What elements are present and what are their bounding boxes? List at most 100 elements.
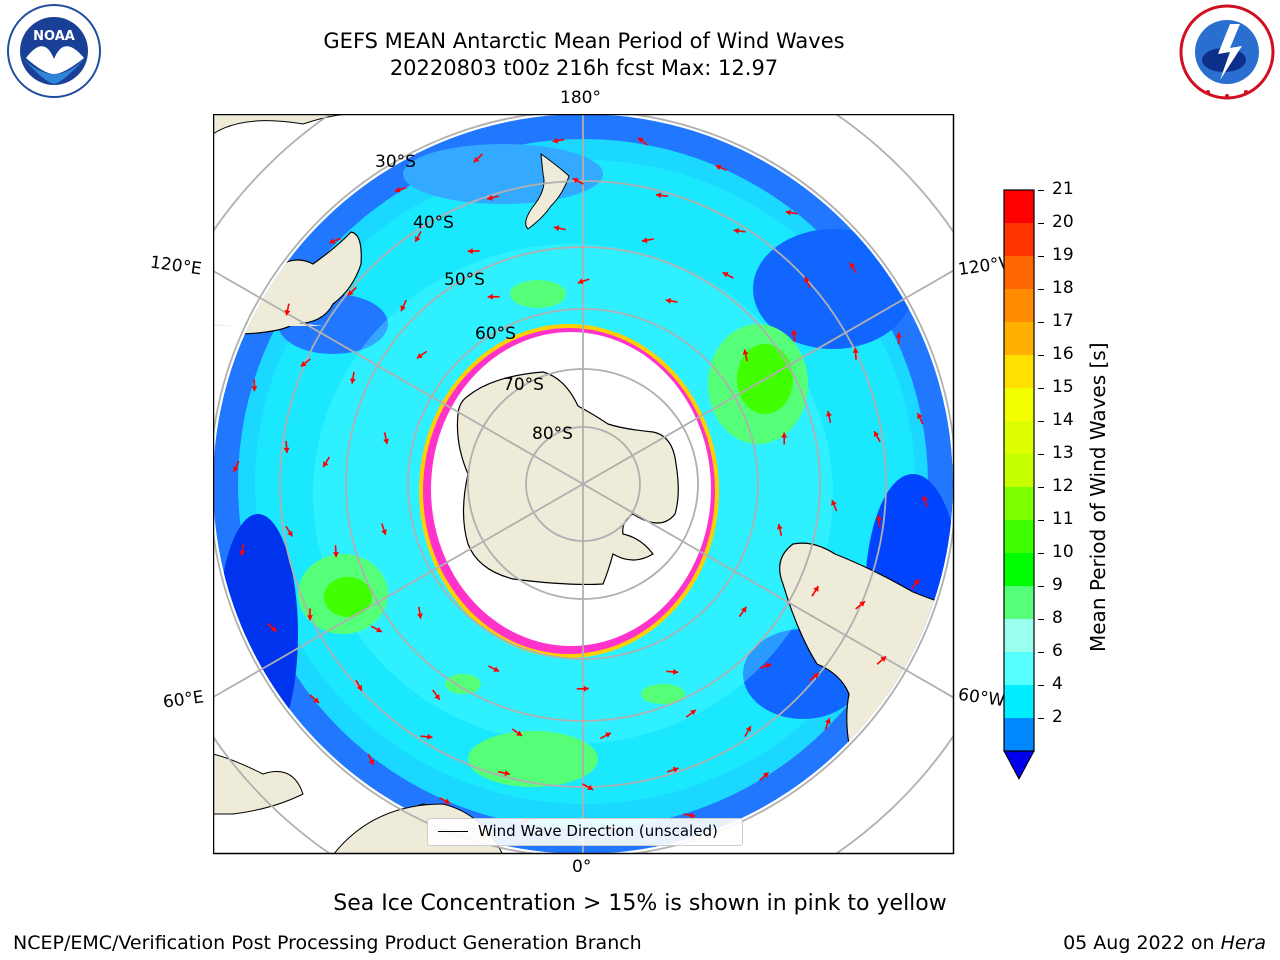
wave-direction-arrowhead (329, 238, 336, 244)
colorbar-band (1004, 388, 1034, 422)
wave-direction-arrowhead (504, 770, 510, 777)
wave-direction-arrowhead (813, 586, 819, 592)
chart-title: GEFS MEAN Antarctic Mean Period of Wind … (323, 29, 845, 53)
colorbar-band (1004, 520, 1034, 554)
lat-label-70s: 70°S (503, 375, 544, 395)
chart-subtitle: 20220803 t00z 216h fcst Max: 12.97 (389, 56, 779, 80)
colorbar-band (1004, 190, 1034, 224)
wave-direction-arrowhead (516, 730, 523, 736)
wave-direction-arrowhead (251, 386, 258, 392)
colorbar-tick-mark (1038, 288, 1044, 290)
noaa-logo-icon: NOAA (7, 4, 101, 98)
wave-direction-arrowhead (287, 530, 293, 537)
colorbar-tick-mark (1038, 189, 1044, 191)
wave-direction-arrowhead (715, 164, 722, 171)
colorbar-band (1004, 256, 1034, 290)
lon-label-120e: 120°E (148, 252, 203, 280)
wave-direction-arrowhead (880, 656, 887, 662)
colorbar-band (1004, 322, 1034, 356)
wave-direction-arrowhead (376, 626, 382, 633)
colorbar-tick-label: 14 (1052, 410, 1074, 430)
wave-direction-arrowhead (762, 772, 769, 778)
wave-direction-arrowhead (917, 413, 923, 419)
colorbar-tick-mark (1038, 222, 1044, 224)
lat-label-30s: 30°S (375, 152, 416, 172)
wave-direction-arrowhead (487, 194, 493, 201)
colorbar-tick-mark (1038, 618, 1044, 620)
wave-direction-arrowhead (552, 137, 558, 144)
wave-direction-arrowhead (742, 349, 749, 355)
colorbar-band (1004, 553, 1034, 587)
colorbar-tick-label: 8 (1052, 608, 1063, 628)
colorbar-tick-label: 11 (1052, 509, 1074, 529)
wave-direction-arrowhead (444, 798, 450, 804)
footer-right: 05 Aug 2022 on Hera (1063, 932, 1266, 954)
lon-label-0: 0° (572, 857, 592, 877)
wave-direction-arrowhead (825, 718, 831, 724)
colorbar-tick-label: 2 (1052, 707, 1063, 727)
wave-direction-arrowhead (741, 606, 747, 613)
colorbar-tick-label: 18 (1052, 278, 1074, 298)
wave-direction-arrowhead (895, 332, 902, 338)
wave-direction-arrowhead (690, 709, 696, 716)
wave-direction-arrowhead (849, 262, 856, 269)
lat-label-80s: 80°S (532, 424, 573, 444)
wave-direction-arrowhead (672, 766, 679, 773)
colorbar-tick-label: 19 (1052, 245, 1074, 265)
colorbar-band (1004, 652, 1034, 686)
colorbar-tick-mark (1038, 354, 1044, 356)
wave-direction-arrowhead (270, 626, 277, 632)
colorbar-tick-label: 4 (1052, 674, 1063, 694)
wave-direction-arrowhead (323, 461, 329, 468)
wave-direction-arrowhead (791, 329, 797, 336)
wave-direction-arrowhead (722, 272, 729, 278)
colorbar-tick-mark (1038, 255, 1044, 257)
graticule (213, 114, 954, 854)
wave-direction-arrowhead (813, 673, 819, 679)
lon-label-60w: 60°W (956, 684, 1007, 712)
wave-direction-arrowhead (745, 726, 751, 732)
wave-direction-arrowhead (776, 524, 783, 530)
wave-direction-arrowhead (473, 156, 480, 163)
colorbar-band (1004, 223, 1034, 257)
wave-direction-arrowhead (638, 137, 644, 143)
map-legend: Wind Wave Direction (unscaled) (427, 818, 743, 846)
wave-direction-arrowhead (415, 236, 421, 242)
nws-logo-icon (1179, 4, 1275, 100)
wave-direction-arrowhead (765, 662, 772, 669)
wave-direction-arrowhead (689, 812, 696, 819)
wave-direction-arrowhead (583, 685, 589, 692)
colorbar-tick-label: 20 (1052, 212, 1074, 232)
colorbar-tick-label: 17 (1052, 311, 1074, 331)
wave-direction-arrowhead (381, 529, 387, 535)
wave-direction-arrowhead (876, 515, 882, 521)
colorbar-tick-mark (1038, 552, 1044, 554)
map-panel (213, 114, 955, 855)
wave-direction-arrowhead (673, 668, 679, 675)
colorbar-tick-label: 6 (1052, 641, 1063, 661)
wave-direction-arrowhead (785, 209, 792, 216)
wave-direction-arrowhead (913, 579, 920, 586)
lat-label-40s: 40°S (413, 213, 454, 233)
wave-direction-arrowhead (804, 276, 810, 283)
wave-direction-arrowhead (434, 694, 440, 700)
legend-label: Wind Wave Direction (unscaled) (478, 822, 718, 840)
wave-direction-arrowhead (332, 552, 339, 558)
wave-direction-arrowhead (400, 305, 406, 312)
wave-direction-arrowhead (467, 248, 473, 255)
wave-direction-arrowhead (587, 784, 594, 790)
colorbar-band (1004, 289, 1034, 323)
colorbar-tick-mark (1038, 387, 1044, 389)
wave-direction-arrowhead (416, 353, 423, 359)
sea-ice-note: Sea Ice Concentration > 15% is shown in … (333, 891, 947, 916)
colorbar-border (1003, 189, 1035, 752)
footer-date: 05 Aug 2022 on (1063, 932, 1221, 954)
colorbar-band (1004, 619, 1034, 653)
colorbar-band (1004, 454, 1034, 488)
lon-label-60e: 60°E (161, 687, 206, 713)
colorbar-tick-mark (1038, 321, 1044, 323)
wave-direction-arrowhead (283, 447, 290, 453)
wave-direction-arrowhead (368, 759, 375, 766)
wave-direction-arrowhead (427, 733, 433, 740)
wave-direction-arrowhead (239, 550, 246, 556)
